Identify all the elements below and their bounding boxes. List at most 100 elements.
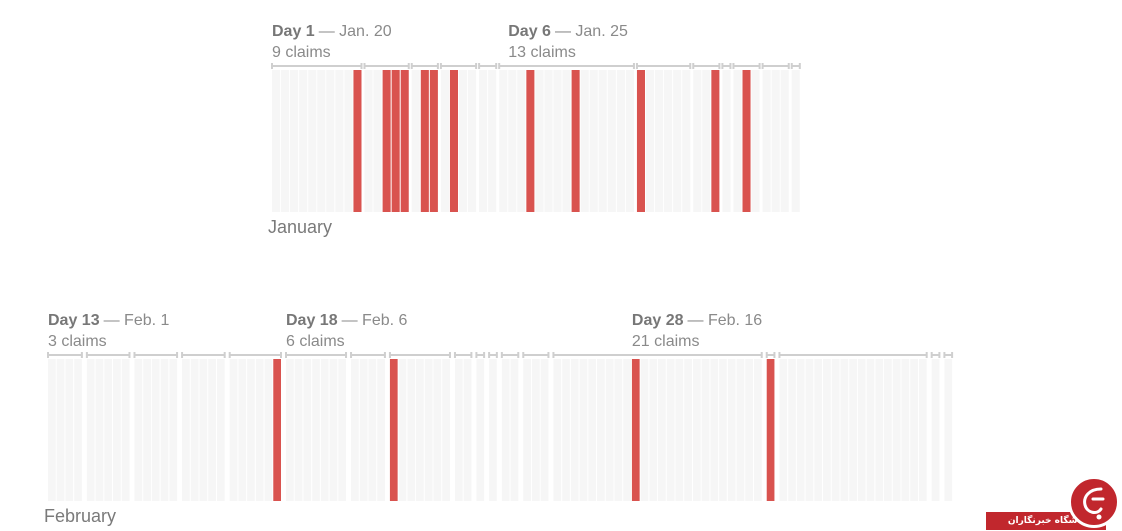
day-number-label: Day 18: [286, 312, 338, 329]
claim-bar: [449, 70, 458, 212]
empty-slot: [479, 70, 488, 212]
empty-slot: [373, 70, 382, 212]
empty-slot: [664, 70, 673, 212]
empty-slot: [849, 359, 857, 501]
empty-slot: [476, 359, 485, 501]
empty-slot: [294, 359, 303, 501]
empty-slot: [442, 359, 450, 501]
claim-bar: [711, 70, 720, 212]
empty-slot: [312, 359, 320, 501]
empty-slot: [329, 359, 338, 501]
empty-slot: [143, 359, 151, 501]
empty-slot: [701, 359, 710, 501]
claim-bar: [420, 70, 429, 212]
claim-bar: [400, 70, 409, 212]
empty-slot: [562, 70, 571, 212]
empty-slot: [597, 359, 605, 501]
empty-slot: [488, 70, 497, 212]
empty-slot: [823, 359, 831, 501]
empty-slot: [326, 70, 335, 212]
empty-slot: [411, 70, 420, 212]
day-bracket: [285, 352, 348, 358]
empty-slot: [673, 70, 682, 212]
empty-slot: [614, 359, 623, 501]
empty-slot: [351, 359, 359, 501]
january-panel: Day 1— Jan. 20 9 claims Day 6— Jan. 25 13 c…: [268, 23, 801, 237]
empty-slot: [398, 359, 407, 501]
empty-slot: [151, 359, 160, 501]
day-bracket: [85, 352, 131, 358]
date-label: — Jan. 25: [555, 23, 628, 40]
empty-slot: [658, 359, 666, 501]
empty-slot: [454, 359, 463, 501]
empty-slot: [113, 359, 121, 501]
empty-slot: [607, 70, 616, 212]
empty-slot: [368, 359, 377, 501]
day-number-label: Day 28: [632, 312, 684, 329]
empty-slot: [675, 359, 684, 501]
empty-slot: [56, 359, 65, 501]
empty-slot: [344, 70, 353, 212]
month-label: February: [44, 506, 116, 526]
empty-slot: [866, 359, 875, 501]
day-bracket: [778, 352, 928, 358]
empty-slot: [831, 359, 840, 501]
empty-slot: [579, 359, 588, 501]
empty-slot: [499, 70, 508, 212]
empty-slot: [646, 70, 655, 212]
empty-slot: [788, 359, 796, 501]
empty-slot: [95, 359, 104, 501]
empty-slot: [272, 70, 281, 212]
day-bracket: [721, 63, 732, 69]
empty-slot: [588, 359, 597, 501]
empty-slot: [779, 359, 788, 501]
claims-count-label: 9 claims: [272, 44, 331, 61]
empty-slot: [562, 359, 570, 501]
claim-bar: [766, 359, 775, 501]
day-bracket: [488, 352, 498, 358]
date-label: — Feb. 6: [342, 312, 408, 329]
claim-bar: [631, 359, 640, 501]
day-number-label: Day 6: [508, 23, 551, 40]
empty-slot: [901, 359, 910, 501]
empty-slot: [359, 359, 368, 501]
empty-slot: [693, 70, 702, 212]
watermark-logo: باشگاه خبرنگاران: [986, 476, 1122, 531]
day-bracket: [930, 352, 941, 358]
empty-slot: [649, 359, 658, 501]
empty-slot: [433, 359, 442, 501]
day-bracket: [500, 352, 520, 358]
empty-slot: [65, 359, 74, 501]
claim-bar: [742, 70, 751, 212]
empty-slot: [320, 359, 329, 501]
empty-slot: [303, 359, 312, 501]
empty-slot: [208, 359, 216, 501]
empty-slot: [623, 359, 631, 501]
empty-slot: [364, 70, 373, 212]
empty-slot: [335, 70, 344, 212]
empty-slot: [553, 359, 562, 501]
day-bracket: [732, 63, 761, 69]
empty-slot: [719, 359, 727, 501]
claim-bar: [636, 70, 645, 212]
day-annotation: Day 13— Feb. 1: [48, 312, 170, 329]
empty-slot: [722, 70, 731, 212]
empty-slot: [229, 359, 238, 501]
empty-slot: [796, 359, 805, 501]
day-annotation: Day 28— Feb. 16: [632, 312, 762, 329]
day-bracket: [439, 63, 478, 69]
empty-slot: [745, 359, 753, 501]
claim-bar: [382, 70, 391, 212]
empty-slot: [762, 70, 771, 212]
empty-slot: [884, 359, 892, 501]
empty-slot: [134, 359, 143, 501]
day-bracket: [692, 63, 721, 69]
day-bracket: [410, 63, 439, 69]
empty-slot: [299, 70, 308, 212]
day-bracket: [635, 63, 692, 69]
empty-slot: [805, 359, 814, 501]
empty-slot: [791, 70, 800, 212]
day-bracket: [363, 63, 410, 69]
claim-bar: [273, 359, 281, 501]
